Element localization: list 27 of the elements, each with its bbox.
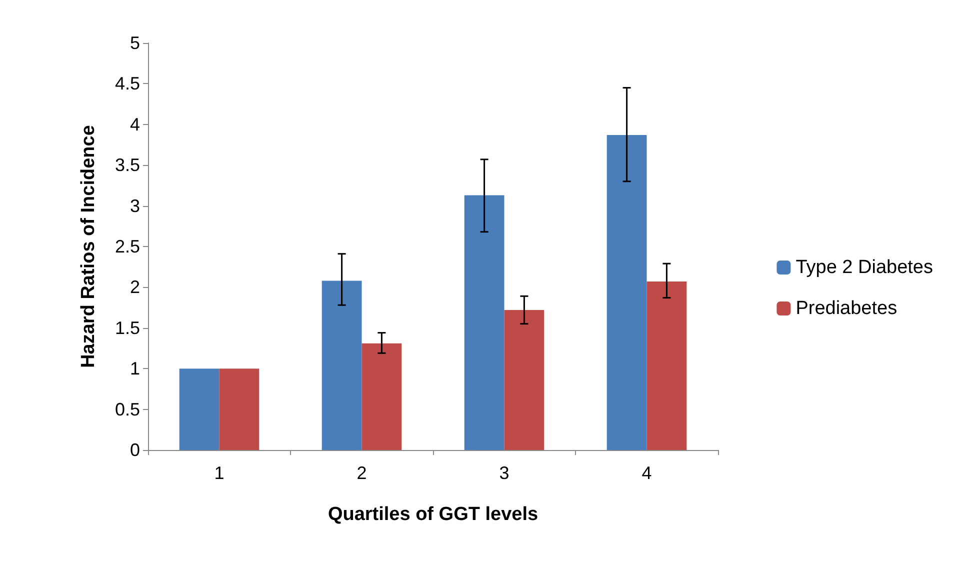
y-tick-label: 3.5 [114,155,140,176]
y-tick-label: 0 [130,440,140,460]
bar [464,195,504,450]
y-tick-label: 0.5 [114,399,140,420]
bar [322,280,362,450]
x-tick-label: 2 [356,463,367,483]
bar [646,282,687,450]
y-tick-label: 4.5 [114,74,140,94]
x-tick-label: 1 [214,463,224,483]
bar [504,310,544,450]
y-tick-label: 4 [130,114,140,134]
y-tick-label: 3 [130,196,140,216]
y-tick-label: 1 [130,358,140,379]
y-tick-label: 2.5 [114,236,140,256]
legend-label: Prediabetes [796,298,898,319]
bar [362,343,402,450]
legend-label: Type 2 Diabetes [796,257,934,278]
x-tick-label: 4 [642,463,652,483]
y-axis-title: Hazard Ratios of Incidence [78,125,99,368]
y-tick-label: 5 [130,33,140,53]
bar [219,368,260,450]
bar [606,134,647,450]
y-tick-label: 1.5 [114,318,140,338]
y-tick-label: 2 [130,277,140,298]
x-axis-title: Quartiles of GGT levels [328,504,538,525]
x-tick-label: 3 [499,463,510,483]
bar [179,368,220,450]
